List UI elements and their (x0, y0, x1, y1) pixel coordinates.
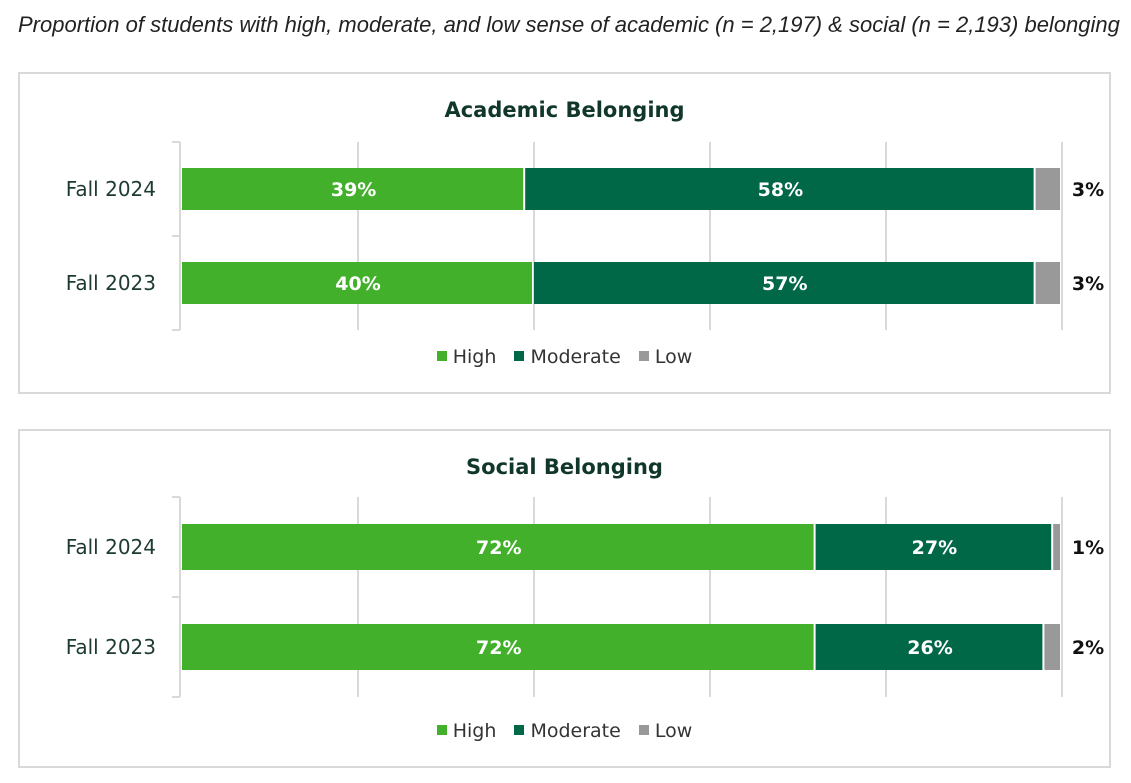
chart-title: Social Belonging (466, 455, 663, 479)
legend-low: Low (638, 720, 693, 742)
legend-label: Moderate (530, 346, 621, 368)
bar-moderate (815, 524, 1052, 570)
category-label: Fall 2023 (66, 635, 156, 659)
chart-title: Academic Belonging (444, 98, 685, 122)
legend-label: Low (654, 720, 693, 742)
data-label: 3% (1072, 273, 1104, 295)
legend-swatch (436, 350, 447, 361)
legend-moderate: Moderate (514, 346, 621, 368)
category-label: Fall 2024 (66, 177, 156, 201)
legend-label: High (452, 720, 497, 742)
legend-label: Moderate (530, 720, 621, 742)
plot-area: Fall 2024 72% 27% 1% Fall 2023 72% 26% 2% (66, 496, 1104, 698)
data-label: 2% (1072, 637, 1104, 659)
bar-low (1035, 168, 1060, 210)
legend-moderate: Moderate (514, 720, 621, 742)
academic-belonging-chart: Academic Belonging Fall 2024 39% 58% 3% Fall… (18, 72, 1111, 394)
data-label: 58% (758, 179, 803, 201)
legend: High Moderate Low (20, 720, 1109, 742)
legend-label: High (452, 346, 497, 368)
data-label: 57% (762, 273, 807, 295)
data-label: 26% (907, 637, 952, 659)
data-label: 72% (476, 537, 521, 559)
bar-high (182, 524, 814, 570)
legend-swatch (638, 350, 649, 361)
legend-label: Low (654, 346, 693, 368)
bar-low (1044, 624, 1060, 670)
legend-low: Low (638, 346, 693, 368)
data-label: 39% (331, 179, 376, 201)
data-label: 27% (912, 537, 957, 559)
bar-moderate (525, 168, 1034, 210)
bar-low (1053, 524, 1060, 570)
category-label: Fall 2024 (66, 535, 156, 559)
legend-swatch (436, 724, 447, 735)
data-label: 72% (476, 637, 521, 659)
legend-swatch (514, 350, 525, 361)
bar-high (182, 624, 814, 670)
legend: High Moderate Low (20, 346, 1109, 368)
figure-caption: Proportion of students with high, modera… (18, 12, 1120, 37)
legend-swatch (514, 724, 525, 735)
bar-high (182, 262, 532, 304)
bar-low (1035, 262, 1060, 304)
legend-high: High (436, 720, 497, 742)
bar-high (182, 168, 524, 210)
legend-swatch (638, 724, 649, 735)
bar-moderate (534, 262, 1034, 304)
social-belonging-chart: Social Belonging Fall 2024 72% 27% 1% Fall 2… (18, 429, 1111, 768)
category-label: Fall 2023 (66, 271, 156, 295)
bar-moderate (815, 624, 1043, 670)
data-label: 3% (1072, 179, 1104, 201)
data-label: 1% (1072, 537, 1104, 559)
data-label: 40% (335, 273, 380, 295)
plot-area: Fall 2024 39% 58% 3% Fall 2023 40% 57% 3% (66, 141, 1104, 331)
legend-high: High (436, 346, 497, 368)
